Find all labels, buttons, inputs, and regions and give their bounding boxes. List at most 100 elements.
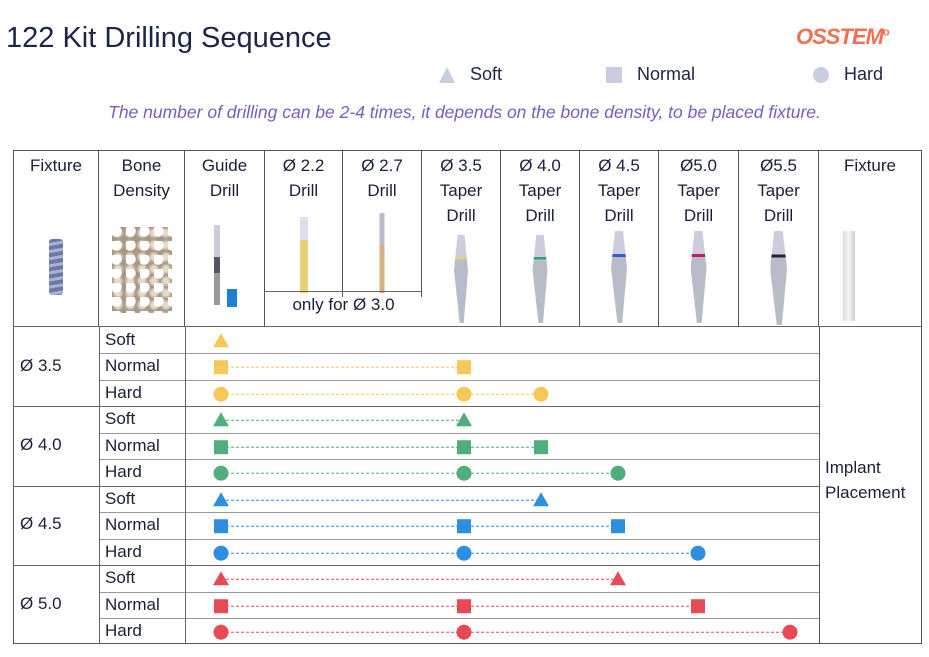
header-label: Drill: [446, 206, 476, 225]
header-label: Taper: [439, 181, 483, 200]
drill-sequence-row: [213, 624, 798, 640]
legend-hard: Hard: [812, 64, 883, 85]
drilling-sequence-table: Fixture Bone Density Guide Drill Ø 2.2 Dril…: [13, 150, 922, 644]
drill-sequence-row: [213, 386, 549, 402]
header-label: Drill: [288, 181, 319, 200]
square-icon: [606, 66, 622, 83]
placement-label: Placement: [825, 483, 906, 502]
bone-density-label: Hard: [105, 382, 142, 402]
note-text: The number of drilling can be 2-4 times,…: [108, 102, 821, 122]
drill-sequence-row: [214, 598, 705, 613]
fixture-mount-image: [877, 233, 893, 321]
header-label: Ø 4.0: [519, 156, 561, 175]
bone-density-label: Normal: [105, 594, 160, 614]
bone-density-label: Hard: [105, 462, 142, 482]
drill-sequence-row: [214, 360, 471, 375]
header-label: Ø 3.5: [440, 156, 482, 175]
header-guide-drill: Guide Drill: [185, 151, 265, 327]
legend-label: Hard: [844, 64, 884, 84]
normal-square-marker: [534, 440, 548, 455]
header-label: Ø 4.5: [598, 156, 640, 175]
header-label: Density: [113, 181, 170, 200]
header-taper-drill-5-0: Ø5.0 Taper Drill: [659, 151, 739, 327]
header-label: Taper: [597, 181, 641, 200]
soft-triangle-marker: [213, 571, 229, 586]
header-label: Drill: [604, 206, 634, 225]
fixture-size-label: Ø 5.0: [20, 593, 62, 613]
header-label: Ø5.5: [760, 156, 797, 175]
fixture-size-label: Ø 3.5: [20, 355, 62, 375]
bone-density-label: Soft: [105, 409, 136, 429]
header-taper-drill-3-5: Ø 3.5 Taper Drill: [422, 151, 501, 327]
circle-icon: [813, 66, 829, 83]
bone-density-label: Soft: [105, 568, 136, 588]
header-taper-drill-4-5: Ø 4.5 Taper Drill: [580, 151, 659, 327]
placement-label: Implant: [825, 458, 881, 477]
normal-square-marker: [457, 519, 471, 534]
fixture-image: [49, 239, 63, 295]
header-label: Drill: [763, 206, 794, 225]
header-bone-density: Bone Density: [99, 151, 185, 327]
hard-circle-marker: [610, 465, 626, 481]
header-label: Bone: [121, 156, 162, 175]
bone-density-label: Soft: [105, 330, 136, 349]
hard-circle-marker: [213, 624, 229, 640]
normal-square-marker: [457, 360, 471, 375]
header-label: Guide: [201, 156, 248, 175]
normal-square-marker: [214, 440, 228, 455]
hard-circle-marker: [533, 386, 549, 402]
drill-sequence-row: [213, 465, 626, 481]
taper-drill-image: [611, 231, 627, 323]
header-label: Fixture: [30, 156, 82, 175]
header-label: Fixture: [844, 156, 896, 175]
taper-drill-image: [770, 231, 787, 325]
triangle-icon: [439, 66, 455, 83]
sequence-body: Ø 3.5 Soft Normal Hard Ø 4.0 Soft Normal Hard Ø …: [14, 327, 819, 644]
header-label: Drill: [683, 206, 714, 225]
logo-text: OSSTEM: [796, 24, 884, 49]
drill-sequence-row: [213, 333, 229, 348]
soft-triangle-marker: [213, 412, 229, 427]
drill-sequence-row: [214, 519, 625, 534]
hard-circle-marker: [782, 624, 798, 640]
normal-square-marker: [611, 519, 625, 534]
soft-triangle-marker: [213, 491, 229, 506]
bone-density-label: Normal: [105, 515, 160, 535]
taper-drill-image: [454, 235, 468, 323]
header-label: Drill: [209, 181, 240, 200]
hard-circle-marker: [456, 545, 472, 561]
bone-density-label: Soft: [105, 488, 136, 508]
header-label: Ø 2.7: [361, 156, 403, 175]
header-label: Taper: [757, 181, 800, 200]
drill-stopper-image: [227, 289, 237, 307]
guide-drill-image: [213, 225, 220, 305]
drill-2-7-image: [379, 213, 385, 293]
normal-square-marker: [691, 598, 705, 613]
hard-circle-marker: [456, 465, 472, 481]
header-taper-drill-5-5: Ø5.5 Taper Drill: [739, 151, 819, 327]
fixture-size-label: Ø 4.5: [20, 514, 62, 534]
hard-circle-marker: [456, 386, 472, 402]
bone-density-label: Hard: [105, 620, 142, 640]
drill-sequence-row: [213, 491, 549, 506]
bone-density-label: Normal: [105, 356, 160, 376]
drill-sequence-row: [213, 412, 472, 427]
legend-normal: Normal: [605, 64, 695, 85]
taper-drill-image: [532, 235, 548, 323]
hard-circle-marker: [690, 545, 706, 561]
page-title: 122 Kit Drilling Sequence: [6, 22, 332, 54]
normal-square-marker: [214, 519, 228, 534]
drill-2-2-image: [299, 217, 308, 293]
header-drill-2-7: Ø 2.7 Drill: [343, 151, 422, 297]
hard-circle-marker: [213, 545, 229, 561]
osstem-logo: OSSTEMo: [796, 24, 890, 49]
header-label: Ø5.0: [680, 156, 717, 175]
header-label: Ø 2.2: [282, 156, 325, 175]
header-label: Drill: [525, 206, 555, 225]
taper-drill-image: [690, 231, 707, 323]
header-label: Taper: [518, 181, 562, 200]
header-label: Drill: [367, 181, 397, 200]
bone-density-label: Hard: [105, 541, 142, 561]
header-fixture-placement: Fixture: [819, 151, 921, 327]
fixture-driver-image: [843, 231, 855, 321]
